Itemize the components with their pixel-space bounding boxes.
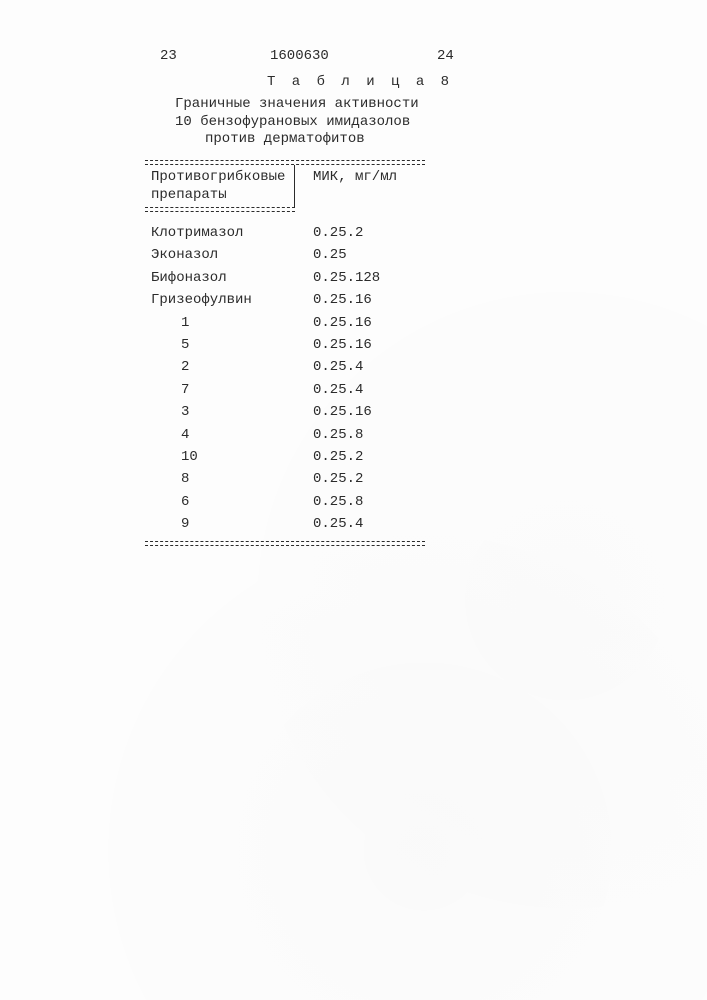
header-text: Противогрибковые	[151, 169, 285, 185]
table-row: 40.25.8	[145, 424, 425, 446]
column-header-right: МИК, мг/мл	[295, 165, 425, 207]
table-row: 70.25.4	[145, 379, 425, 401]
cell-mic: 0.25.2	[295, 446, 425, 468]
table-body: Клотримазол0.25.2Эконазол0.25Бифоназол0.…	[145, 212, 425, 535]
table-row: 80.25.2	[145, 468, 425, 490]
cell-name: 2	[145, 356, 295, 378]
document-number: 1600630	[270, 48, 329, 64]
table-row: Эконазол0.25	[145, 244, 425, 266]
cell-mic: 0.25.8	[295, 424, 425, 446]
column-header-left: Противогрибковые препараты	[145, 165, 295, 207]
table-label: Т а б л и ц а 8	[267, 74, 453, 90]
cell-name: 6	[145, 491, 295, 513]
table-caption: Граничные значения активности 10 бензофу…	[175, 96, 435, 149]
cell-mic: 0.25.2	[295, 222, 425, 244]
data-table: Противогрибковые препараты МИК, мг/мл Кл…	[145, 160, 425, 546]
table-rule-top	[145, 160, 425, 161]
table-row: 50.25.16	[145, 334, 425, 356]
caption-line: против дерматофитов	[175, 131, 435, 149]
cell-mic: 0.25.4	[295, 356, 425, 378]
header-text: МИК, мг/мл	[313, 169, 397, 185]
cell-name: 10	[145, 446, 295, 468]
cell-mic: 0.25.4	[295, 379, 425, 401]
cell-name: 3	[145, 401, 295, 423]
caption-line: 10 бензофурановых имидазолов	[175, 114, 435, 132]
cell-name: Гризеофулвин	[145, 289, 295, 311]
page-number-left: 23	[160, 48, 177, 64]
table-row: 60.25.8	[145, 491, 425, 513]
cell-mic: 0.25.16	[295, 289, 425, 311]
cell-name: 9	[145, 513, 295, 535]
table-row: Гризеофулвин0.25.16	[145, 289, 425, 311]
cell-name: Эконазол	[145, 244, 295, 266]
cell-mic: 0.25.16	[295, 312, 425, 334]
table-row: Клотримазол0.25.2	[145, 222, 425, 244]
table-header: Противогрибковые препараты МИК, мг/мл	[145, 165, 425, 207]
cell-mic: 0.25.8	[295, 491, 425, 513]
header-text: препараты	[151, 187, 227, 203]
table-row: 100.25.2	[145, 446, 425, 468]
cell-name: Клотримазол	[145, 222, 295, 244]
table-row: Бифоназол0.25.128	[145, 267, 425, 289]
cell-name: Бифоназол	[145, 267, 295, 289]
table-row: 90.25.4	[145, 513, 425, 535]
table-row: 30.25.16	[145, 401, 425, 423]
table-rule-header	[145, 207, 295, 208]
table-row: 10.25.16	[145, 312, 425, 334]
caption-line: Граничные значения активности	[175, 96, 435, 114]
cell-mic: 0.25	[295, 244, 425, 266]
page-number-right: 24	[437, 48, 454, 64]
cell-mic: 0.25.4	[295, 513, 425, 535]
page: 23 1600630 24 Т а б л и ц а 8 Граничные …	[0, 0, 707, 1000]
table-rule-bottom	[145, 545, 425, 546]
cell-mic: 0.25.2	[295, 468, 425, 490]
cell-name: 8	[145, 468, 295, 490]
cell-name: 4	[145, 424, 295, 446]
cell-name: 1	[145, 312, 295, 334]
cell-name: 5	[145, 334, 295, 356]
cell-mic: 0.25.128	[295, 267, 425, 289]
cell-mic: 0.25.16	[295, 334, 425, 356]
table-rule-bottom	[145, 541, 425, 542]
cell-mic: 0.25.16	[295, 401, 425, 423]
table-row: 20.25.4	[145, 356, 425, 378]
cell-name: 7	[145, 379, 295, 401]
